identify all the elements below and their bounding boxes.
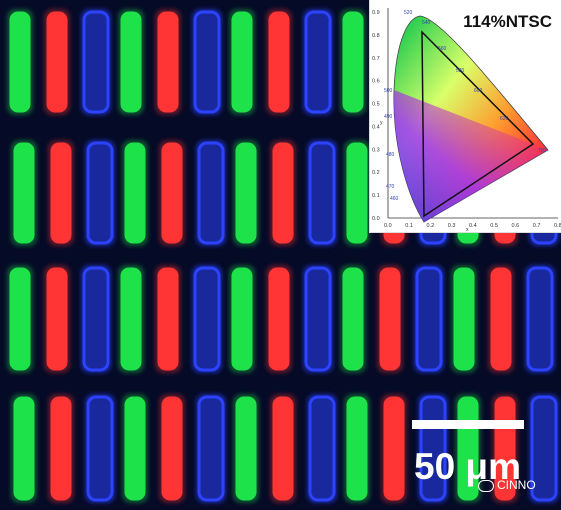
red-subpixel [272,142,294,244]
red-subpixel [268,267,290,371]
watermark-text: CINNO [497,478,536,492]
wavelength-label: 620 [500,116,509,122]
y-tick-label: 0.6 [372,79,380,85]
y-tick-label: 0.8 [372,33,380,39]
red-subpixel [157,11,179,113]
blue-subpixel-glow [307,394,337,503]
blue-subpixel-glow [307,140,337,246]
red-subpixel [157,267,179,371]
scale-bar-label: 50 μm [414,446,521,487]
green-subpixel [9,11,31,113]
red-subpixel [161,396,183,501]
wavelength-label: 560 [438,46,447,52]
x-tick-label: 0.0 [384,223,392,229]
red-subpixel [161,142,183,244]
green-subpixel [13,396,35,501]
y-tick-label: 0.9 [372,10,380,16]
blue-subpixel [308,395,336,502]
green-subpixel [346,142,368,244]
scale-bar [412,420,524,429]
x-tick-label: 0.1 [405,223,413,229]
green-subpixel [346,396,368,501]
green-subpixel [342,11,364,113]
red-subpixel [46,267,68,371]
red-subpixel [272,396,294,501]
x-tick-label: 0.2 [427,223,435,229]
x-axis-label: x [466,227,469,232]
x-tick-label: 0.3 [448,223,456,229]
wavelength-label: 480 [386,152,395,158]
y-tick-label: 0.3 [372,147,380,153]
blue-subpixel [86,141,114,245]
red-subpixel [50,142,72,244]
green-subpixel [120,11,142,113]
wavelength-label: 580 [456,68,465,74]
blue-subpixel-glow [85,140,115,246]
blue-subpixel-glow [85,394,115,503]
gamut-triangle [421,30,535,218]
green-subpixel [124,142,146,244]
cie-diagram: 0.9 0.8 0.7 0.6 0.5 0.4 0.3 0.2 0.1 0.0 0.0 0.1 0.2 0… [372,8,561,233]
green-subpixel [231,11,253,113]
wavelength-label: 460 [390,196,399,202]
spectral-locus-shade [393,90,548,222]
wavelength-label: 470 [386,184,395,190]
watermark: CINNO [478,478,536,492]
y-tick-label: 0.2 [372,170,380,176]
y-tick-label: 0.5 [372,102,380,108]
x-tick-label: 0.6 [512,223,520,229]
y-axis-label: y [380,120,383,126]
green-subpixel [342,267,364,371]
y-tick-label: 0.7 [372,56,380,62]
blue-subpixel [197,395,225,502]
red-subpixel [268,11,290,113]
gamut-label: 114%NTSC [463,12,552,31]
green-subpixel [9,267,31,371]
x-tick-label: 0.5 [490,223,498,229]
wavelength-label: 540 [422,20,431,26]
red-subpixel [50,396,72,501]
red-subpixel [46,11,68,113]
wavelength-label: 500 [384,88,393,94]
green-subpixel [231,267,253,371]
blue-subpixel-glow [196,394,226,503]
y-tick-label: 0.0 [372,216,380,222]
green-subpixel [235,142,257,244]
x-tick-label: 0.4 [469,223,477,229]
green-subpixel [120,267,142,371]
x-tick-label: 0.8 [554,223,561,229]
blue-subpixel-glow [196,140,226,246]
x-tick-label: 0.7 [533,223,541,229]
cie-tick-labels: 0.9 0.8 0.7 0.6 0.5 0.4 0.3 0.2 0.1 0.0 0.0 0.1 0.2 0… [372,10,561,233]
red-subpixel [379,267,401,371]
blue-subpixel [419,395,447,502]
wavelength-label: 490 [384,114,393,120]
wavelength-label: 700 [538,148,547,154]
blue-subpixel [86,395,114,502]
green-subpixel [235,396,257,501]
wavelength-label: 600 [474,88,483,94]
blue-subpixel [308,141,336,245]
wechat-icon [478,479,494,492]
red-subpixel [490,267,512,371]
green-subpixel [13,142,35,244]
wavelength-label: 520 [404,10,413,16]
y-tick-label: 0.4 [372,124,380,130]
blue-subpixel-glow [529,394,559,503]
y-tick-label: 0.1 [372,193,380,199]
cie-chromaticity-inset: 0.9 0.8 0.7 0.6 0.5 0.4 0.3 0.2 0.1 0.0 0.0 0.1 0.2 0… [369,0,561,233]
green-subpixel [453,267,475,371]
red-subpixel [383,396,405,501]
green-subpixel [124,396,146,501]
blue-subpixel [530,395,558,502]
blue-subpixel [197,141,225,245]
